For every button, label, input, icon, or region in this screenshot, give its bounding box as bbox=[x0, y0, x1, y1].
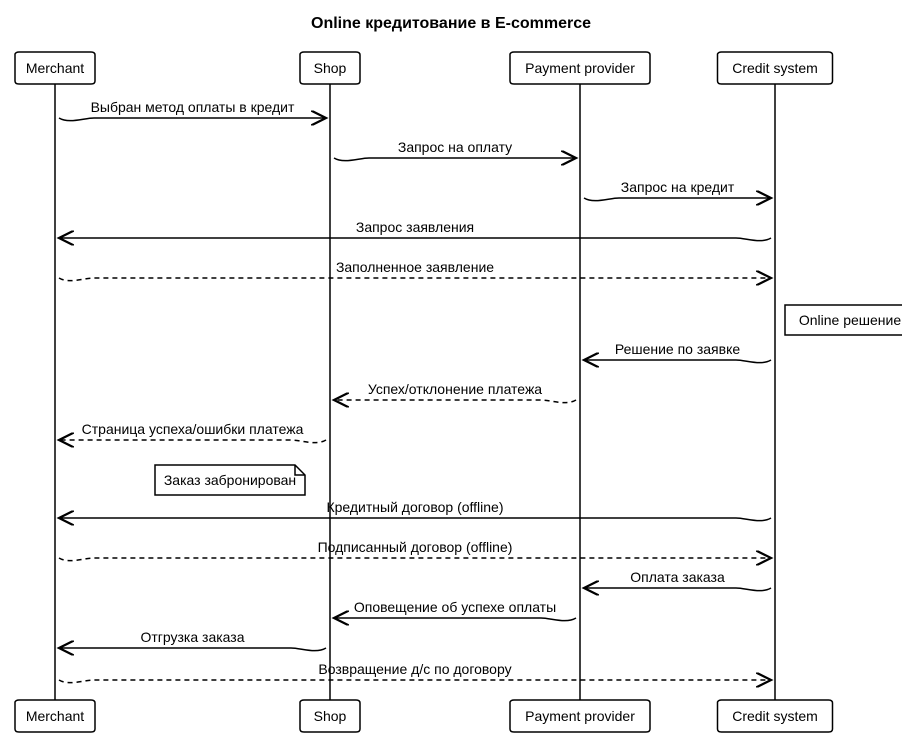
actor-label: Shop bbox=[314, 60, 347, 76]
message-arrow bbox=[584, 198, 771, 201]
message-arrow bbox=[59, 238, 771, 241]
message-label: Кредитный договор (offline) bbox=[326, 499, 503, 515]
message-label: Оплата заказа bbox=[630, 569, 725, 585]
message-arrow bbox=[59, 558, 771, 561]
message-label: Возвращение д/с по договору bbox=[318, 661, 511, 677]
actor-label: Credit system bbox=[732, 708, 818, 724]
sequence-diagram: Online кредитование в E-commerce Merchant… bbox=[0, 0, 902, 745]
message-arrow bbox=[59, 648, 326, 651]
note-label: Заказ забронирован bbox=[164, 472, 296, 488]
actor-label: Merchant bbox=[26, 708, 84, 724]
message-arrow bbox=[334, 618, 576, 621]
message-label: Запрос на оплату bbox=[398, 139, 512, 155]
message-arrow bbox=[584, 360, 771, 363]
message-label: Оповещение об успехе оплаты bbox=[354, 599, 556, 615]
actor-label: Credit system bbox=[732, 60, 818, 76]
message-arrow bbox=[59, 118, 326, 121]
message-arrow bbox=[59, 680, 771, 683]
message-arrow bbox=[59, 440, 326, 443]
diagram-title: Online кредитование в E-commerce bbox=[311, 15, 591, 32]
note-label: Online решение bbox=[799, 312, 902, 328]
actor-label: Payment provider bbox=[525, 60, 635, 76]
message-label: Успех/отклонение платежа bbox=[368, 381, 542, 397]
message-label: Решение по заявке bbox=[615, 341, 741, 357]
message-arrow bbox=[584, 588, 771, 591]
message-arrow bbox=[59, 278, 771, 281]
message-label: Страница успеха/ошибки платежа bbox=[82, 421, 304, 437]
message-label: Запрос заявления bbox=[356, 219, 474, 235]
message-label: Отгрузка заказа bbox=[140, 629, 244, 645]
message-label: Выбран метод оплаты в кредит bbox=[91, 99, 295, 115]
message-label: Заполненное заявление bbox=[336, 259, 494, 275]
actor-label: Payment provider bbox=[525, 708, 635, 724]
message-label: Подписанный договор (offline) bbox=[318, 539, 513, 555]
message-label: Запрос на кредит bbox=[621, 179, 735, 195]
actor-label: Merchant bbox=[26, 60, 84, 76]
message-arrow bbox=[334, 400, 576, 403]
actor-label: Shop bbox=[314, 708, 347, 724]
message-arrow bbox=[59, 518, 771, 521]
message-arrow bbox=[334, 158, 576, 161]
